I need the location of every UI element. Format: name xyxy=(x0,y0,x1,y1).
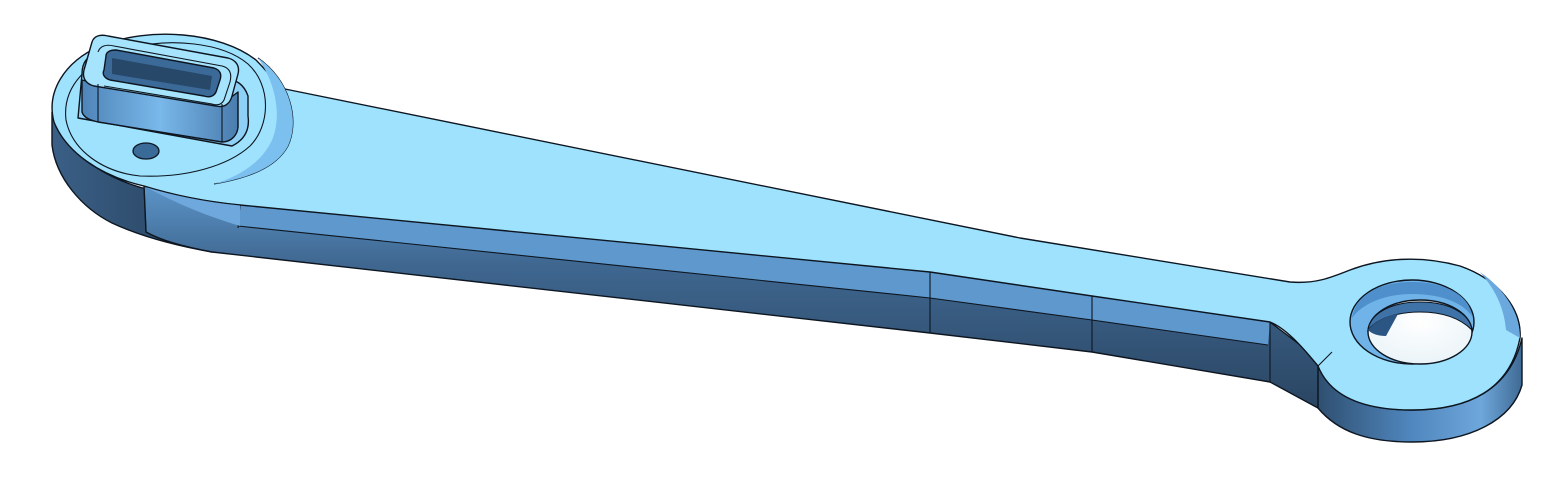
hub-bevel-shadow xyxy=(144,186,240,226)
eye-bore-wall xyxy=(1367,301,1473,332)
eye-bore-inner-shade xyxy=(1368,314,1398,336)
eye-counterbore-shade xyxy=(1352,282,1472,318)
hub-pad-shade xyxy=(214,58,293,184)
socket-inner-wall xyxy=(112,58,212,90)
arm-bevel-strip xyxy=(238,205,1270,345)
eye-rim-shade xyxy=(1480,272,1520,338)
segment-line-5 xyxy=(143,185,147,233)
pin-hole[interactable] xyxy=(132,142,160,160)
